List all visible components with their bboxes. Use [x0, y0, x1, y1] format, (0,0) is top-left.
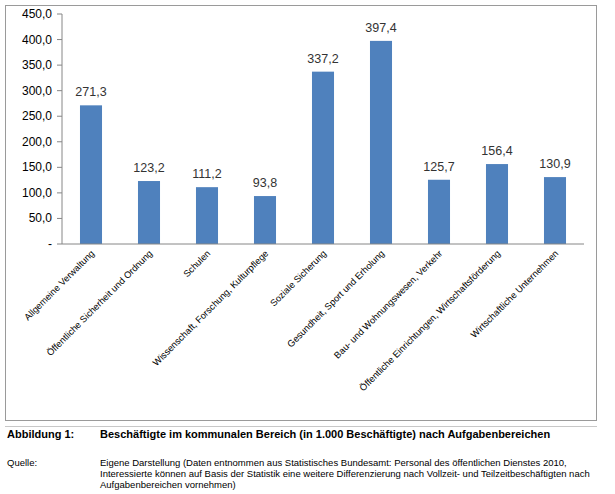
y-tick-label: 300,0 — [22, 84, 52, 98]
y-tick-label: 150,0 — [22, 160, 52, 174]
y-tick-label: - — [48, 237, 52, 251]
source-text: Eigene Darstellung (Daten entnommen aus … — [100, 457, 605, 490]
y-tick — [57, 14, 62, 15]
y-tick — [57, 116, 62, 117]
figure-title: Beschäftigte im kommunalen Bereich (in 1… — [100, 428, 570, 441]
data-labels: 271,3 123,2 111,2 93,8 337,2 397,4 125,7 156,4 1… — [75, 21, 570, 190]
y-tick — [57, 39, 62, 40]
data-label: 125,7 — [423, 160, 454, 174]
data-label: 123,2 — [133, 161, 164, 175]
bar — [196, 187, 218, 244]
x-tick-label: Wissenschaft, Forschung, Kulturpflege — [151, 248, 271, 368]
source-label: Quelle: — [7, 457, 37, 468]
chart: - 50,0 100,0 150,0 200,0 250,0 300,0 350,0 400,0… — [0, 0, 615, 420]
y-tick — [57, 65, 62, 66]
x-axis-line — [62, 244, 584, 245]
y-tick-label: 100,0 — [22, 186, 52, 200]
data-label: 93,8 — [253, 176, 277, 190]
bar — [486, 164, 508, 244]
x-tick-label: Soziale Sicherung — [268, 248, 328, 308]
y-tick — [57, 90, 62, 91]
data-label: 130,9 — [539, 157, 570, 171]
x-tick-label: Bau- und Wohnungswesen, Verkehr — [332, 248, 444, 360]
x-tick-label: Wirtschaftliche Unternehmen — [469, 248, 560, 339]
y-tick-label: 50,0 — [29, 211, 53, 225]
y-tick — [57, 167, 62, 168]
bar — [544, 177, 566, 244]
data-label: 337,2 — [307, 52, 338, 66]
data-label: 271,3 — [75, 85, 106, 99]
caption-rule — [5, 426, 597, 427]
bar — [370, 41, 392, 244]
x-tick-label: Öffentliche Sicherheit und Ordnung — [45, 248, 155, 358]
y-tick-label: 250,0 — [22, 109, 52, 123]
bar — [138, 181, 160, 244]
y-axis: - 50,0 100,0 150,0 200,0 250,0 300,0 350,0 400,0… — [22, 7, 62, 251]
y-tick-label: 350,0 — [22, 58, 52, 72]
y-tick — [57, 244, 62, 245]
y-tick-label: 450,0 — [22, 7, 52, 21]
data-label: 156,4 — [481, 144, 512, 158]
bar — [428, 180, 450, 244]
y-tick — [57, 218, 62, 219]
y-tick-label: 200,0 — [22, 135, 52, 149]
y-tick — [57, 141, 62, 142]
bars — [80, 41, 566, 244]
data-label: 397,4 — [365, 21, 396, 35]
x-tick-label: Gesundheit, Sport und Erholung — [285, 248, 386, 349]
x-tick-label: Schulen — [182, 248, 213, 279]
y-tick — [57, 192, 62, 193]
bar — [312, 72, 334, 244]
data-label: 111,2 — [192, 167, 221, 181]
figure-label: Abbildung 1: — [7, 428, 74, 440]
x-axis: Allgemeine VerwaltungÖffentliche Sicherh… — [22, 248, 560, 393]
y-tick-label: 400,0 — [22, 33, 52, 47]
bar — [80, 105, 102, 244]
y-axis-line — [62, 14, 63, 244]
bar — [254, 196, 276, 244]
